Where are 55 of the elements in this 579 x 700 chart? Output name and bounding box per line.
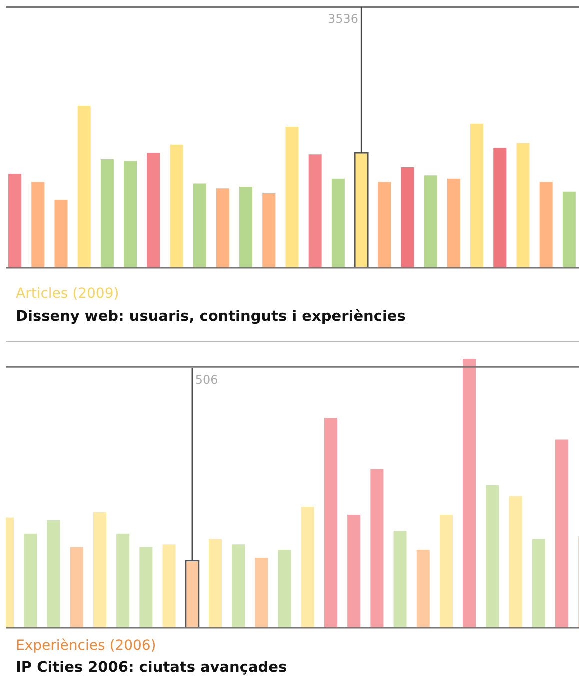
bar [486, 485, 500, 628]
text: IP Cities 2006: ciutats avançades [16, 660, 288, 676]
bar [354, 152, 369, 268]
bar [440, 515, 454, 628]
bar [70, 547, 84, 628]
bar [147, 152, 160, 268]
bar [532, 539, 546, 628]
bar [494, 148, 507, 268]
bar [8, 174, 22, 268]
bar [163, 544, 176, 628]
bar [516, 143, 530, 268]
bar [240, 187, 253, 268]
bar [394, 531, 408, 628]
bar [140, 547, 154, 628]
text: Disseny web: usuaris, continguts i experiències [16, 309, 406, 325]
bar [48, 520, 61, 628]
text: 3536 [328, 12, 359, 26]
bar [185, 560, 200, 628]
bar [424, 176, 438, 268]
bar [32, 182, 45, 268]
bar [308, 154, 322, 268]
bar [209, 539, 222, 628]
bar [278, 550, 292, 628]
bar [540, 182, 553, 268]
bar [124, 161, 138, 268]
bar [256, 558, 269, 628]
bar [348, 515, 361, 628]
bar [54, 200, 68, 268]
bar [302, 506, 315, 628]
text: Experiències (2006) [16, 638, 156, 654]
bar [286, 127, 299, 268]
bar [78, 106, 91, 268]
bar [562, 192, 576, 268]
bar [262, 193, 276, 268]
bar [371, 469, 384, 628]
text: Articles (2009) [16, 286, 120, 302]
bar [116, 534, 130, 628]
annotation: 506 [196, 373, 219, 387]
bar [332, 178, 345, 268]
bar [470, 124, 484, 268]
bar [232, 544, 246, 628]
bar [24, 534, 38, 628]
bar [94, 512, 107, 628]
bar [324, 418, 338, 628]
bar [216, 188, 230, 268]
bar [417, 550, 430, 628]
bar [378, 182, 392, 268]
bar [556, 440, 569, 628]
bar [100, 159, 114, 268]
bar [463, 359, 476, 628]
bar [170, 144, 184, 268]
bar [447, 178, 460, 268]
bar [510, 496, 523, 628]
bar [193, 184, 206, 268]
bar [401, 168, 414, 268]
